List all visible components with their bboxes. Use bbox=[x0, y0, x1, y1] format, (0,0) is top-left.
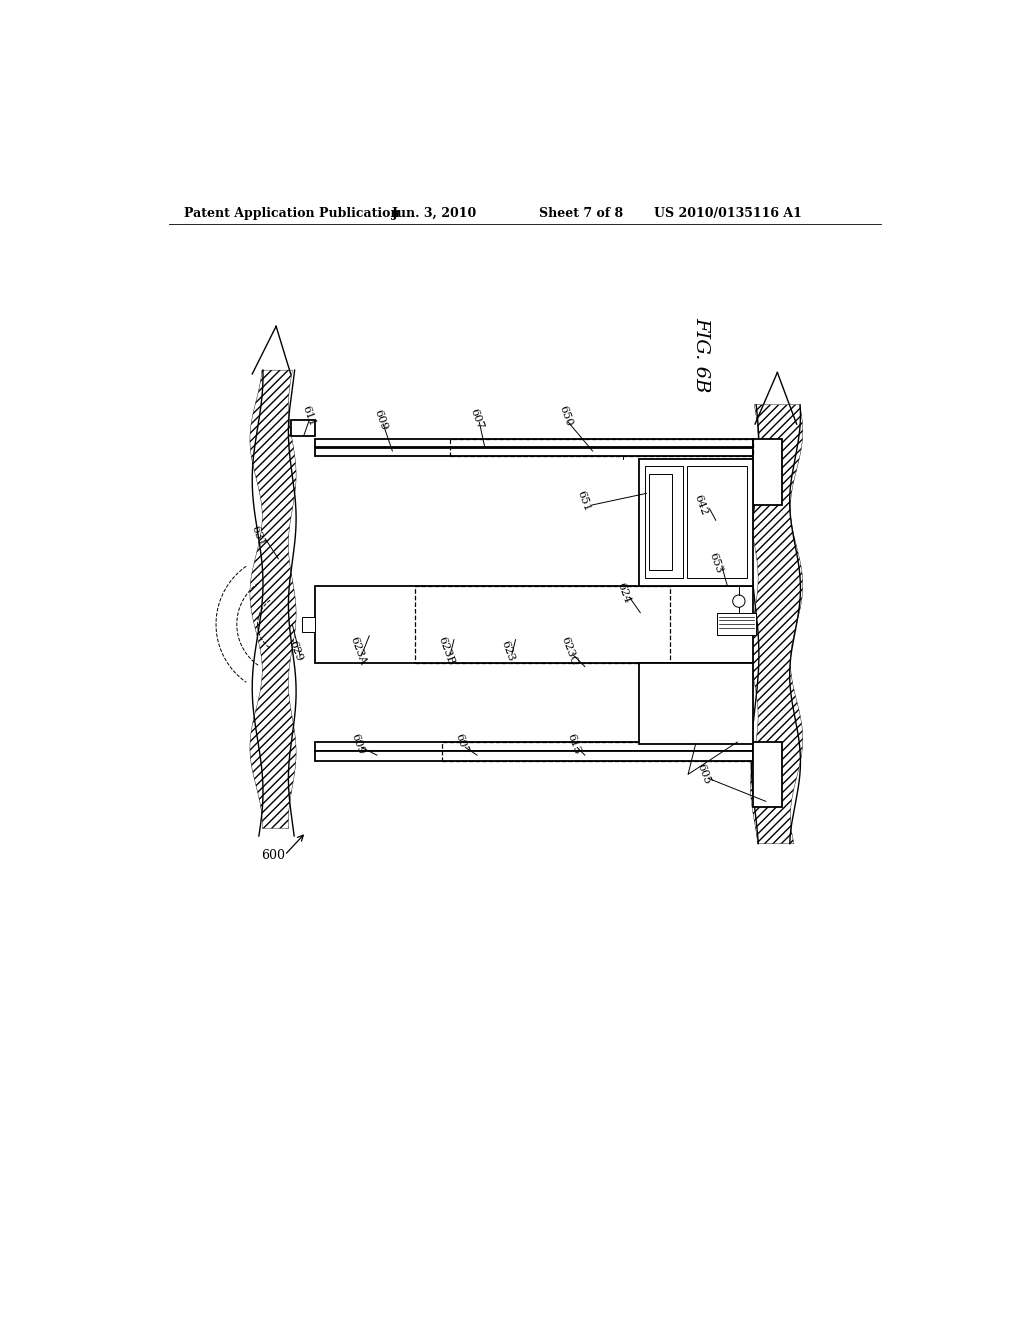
Text: Jun. 3, 2010: Jun. 3, 2010 bbox=[392, 207, 477, 220]
Bar bbox=[315, 751, 753, 760]
Text: 607: 607 bbox=[469, 407, 485, 430]
Text: US 2010/0135116 A1: US 2010/0135116 A1 bbox=[654, 207, 802, 220]
Text: 624: 624 bbox=[615, 582, 632, 605]
Text: 600: 600 bbox=[261, 849, 285, 862]
Bar bbox=[315, 586, 753, 663]
Bar bbox=[442, 742, 753, 760]
Bar bbox=[315, 742, 753, 751]
Text: 611: 611 bbox=[300, 405, 316, 428]
Text: 623C: 623C bbox=[560, 635, 580, 667]
Text: 642: 642 bbox=[692, 494, 709, 516]
Bar bbox=[753, 440, 782, 506]
Text: 609: 609 bbox=[349, 731, 366, 755]
Bar bbox=[416, 586, 670, 663]
Bar bbox=[639, 459, 753, 586]
Text: 623A: 623A bbox=[348, 636, 368, 667]
Text: 651: 651 bbox=[574, 490, 592, 512]
Text: 650: 650 bbox=[557, 405, 574, 428]
Bar bbox=[301, 616, 315, 632]
Text: 623: 623 bbox=[500, 639, 516, 663]
Text: FIG. 6B: FIG. 6B bbox=[692, 317, 711, 392]
Bar bbox=[639, 663, 753, 743]
Text: 629: 629 bbox=[288, 639, 304, 663]
Text: 613: 613 bbox=[565, 731, 582, 755]
Bar bbox=[645, 466, 683, 578]
Text: Patent Application Publication: Patent Application Publication bbox=[184, 207, 400, 220]
Text: 607: 607 bbox=[454, 731, 470, 755]
Bar bbox=[649, 474, 672, 570]
Bar bbox=[687, 466, 746, 578]
Bar bbox=[315, 440, 753, 447]
Bar bbox=[717, 614, 756, 635]
Text: 609: 609 bbox=[373, 408, 389, 432]
Bar bbox=[315, 447, 753, 457]
Bar bbox=[753, 742, 782, 807]
Text: 623B: 623B bbox=[436, 636, 456, 667]
Text: 653: 653 bbox=[708, 550, 724, 574]
Bar bbox=[291, 420, 315, 436]
Text: 605: 605 bbox=[696, 763, 713, 787]
Bar bbox=[451, 440, 753, 457]
Text: 631: 631 bbox=[249, 524, 266, 548]
Text: Sheet 7 of 8: Sheet 7 of 8 bbox=[539, 207, 623, 220]
